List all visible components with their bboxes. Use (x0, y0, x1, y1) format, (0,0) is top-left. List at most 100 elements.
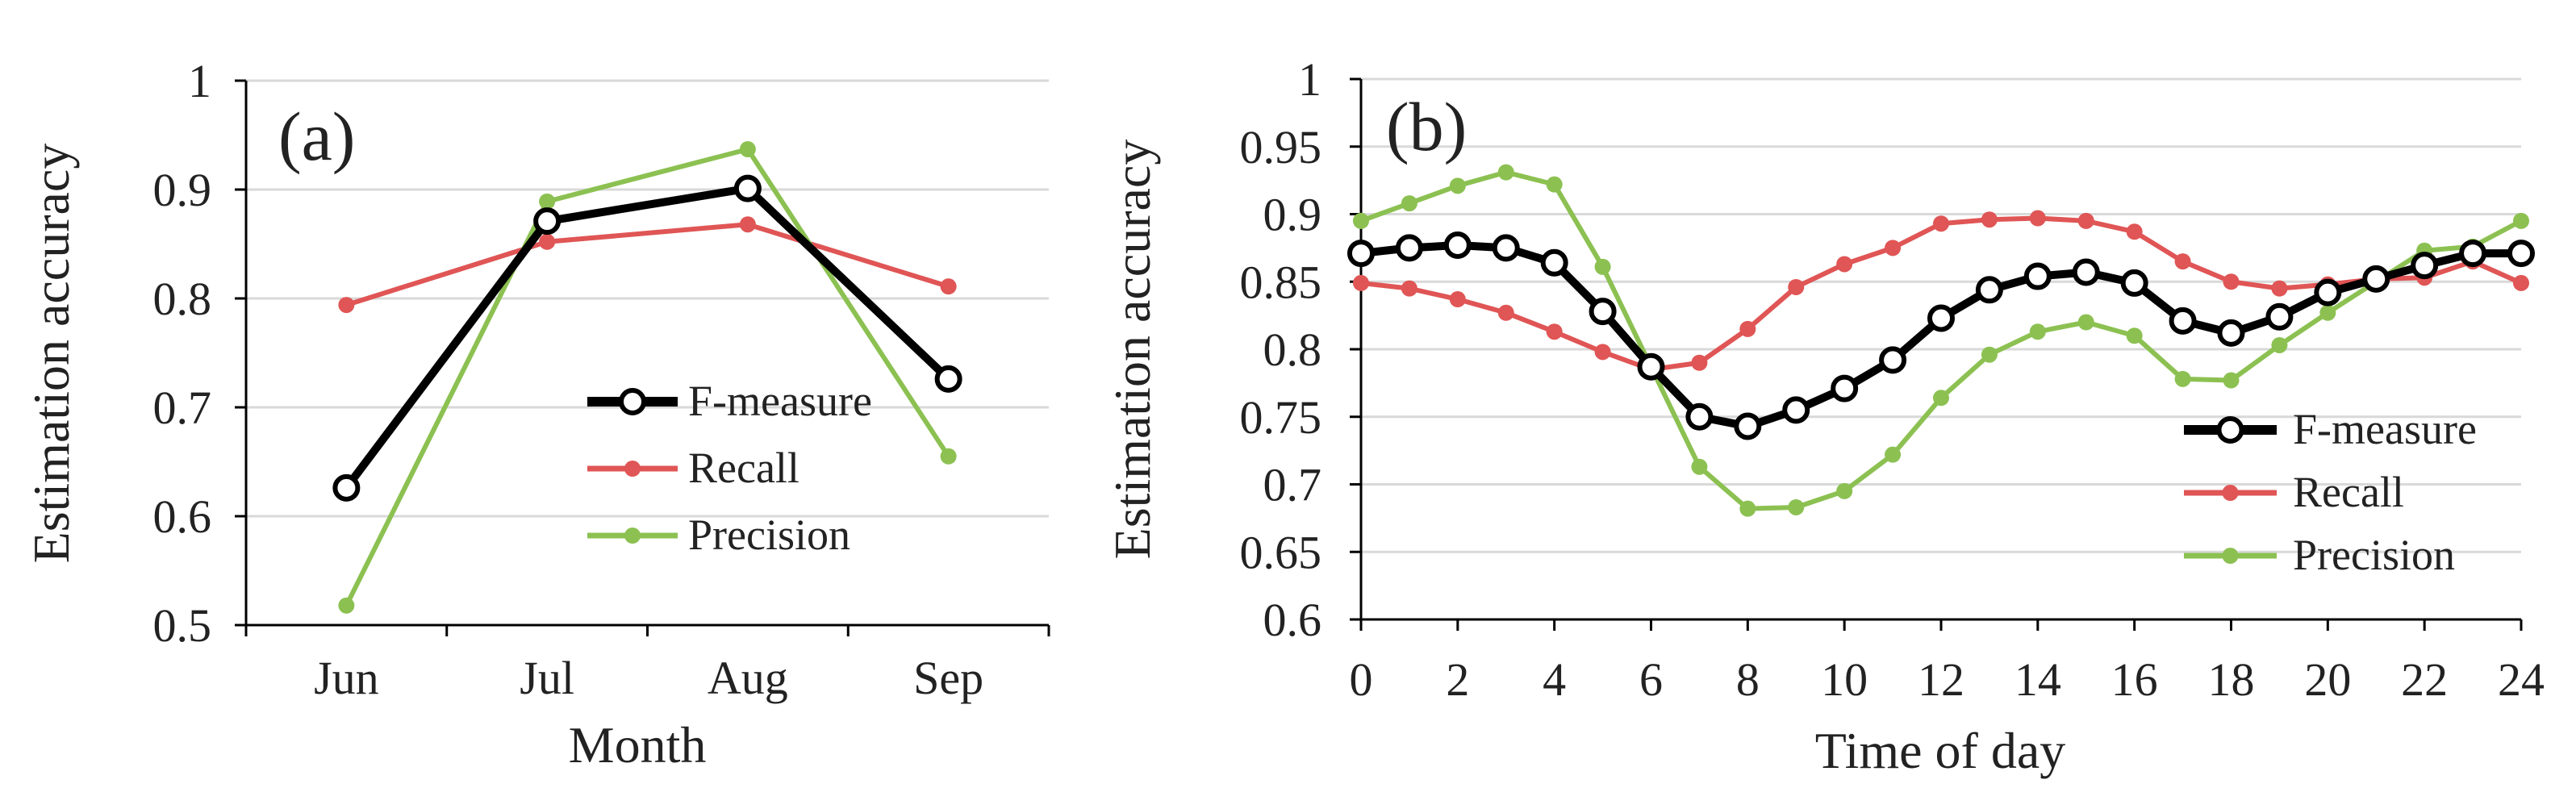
y-axis-label: Estimation accuracy (1104, 140, 1161, 560)
data-point (1981, 211, 1998, 228)
data-point (2023, 262, 2052, 290)
legend-item: Recall (2184, 468, 2404, 516)
x-tick-label: 12 (1918, 653, 1964, 706)
data-point (1353, 274, 1369, 291)
series-f-measure (332, 174, 962, 502)
legend-marker (624, 461, 641, 477)
data-point (2362, 265, 2390, 293)
y-tick-label: 0.75 (1240, 391, 1322, 444)
data-point (1492, 234, 1520, 262)
data-point (1788, 278, 1805, 295)
data-point (1589, 298, 1617, 326)
data-point (2271, 280, 2288, 297)
y-tick-label: 0.5 (153, 599, 212, 652)
data-point (1546, 323, 1563, 340)
x-tick-label: Jun (314, 652, 379, 704)
data-point (1788, 498, 1805, 515)
series-precision (338, 141, 957, 614)
data-point (1836, 256, 1853, 273)
legend-label: F-measure (2293, 405, 2477, 453)
legend-label: Recall (688, 444, 800, 492)
data-point (1449, 177, 1466, 194)
data-point (1594, 344, 1611, 361)
legend-label: Recall (2293, 468, 2404, 516)
data-point (940, 448, 957, 465)
x-tick-label: 4 (1543, 653, 1566, 706)
data-point (1637, 352, 1665, 381)
data-point (1885, 446, 1902, 463)
x-tick-label: 2 (1446, 653, 1469, 706)
x-tick-label: 14 (2014, 653, 2061, 706)
data-point (1782, 396, 1810, 424)
data-point (739, 141, 756, 158)
data-point (2217, 319, 2245, 347)
y-tick-label: 0.6 (1263, 594, 1322, 646)
data-point (2314, 278, 2342, 307)
data-point (1879, 346, 1907, 374)
data-point (1691, 354, 1708, 371)
y-tick-label: 1 (1298, 53, 1321, 106)
data-point (1981, 346, 1998, 363)
legend-item: Precision (587, 511, 850, 559)
data-point (2223, 372, 2240, 389)
data-point (332, 473, 361, 502)
legend-marker (2222, 485, 2239, 501)
data-point (2265, 302, 2294, 331)
series-f-measure (1347, 231, 2535, 440)
data-point (2459, 240, 2487, 268)
data-point (1933, 215, 1949, 232)
data-point (1449, 291, 1466, 308)
legend-marker (619, 388, 646, 415)
series-line (345, 222, 950, 307)
data-point (1395, 234, 1423, 262)
data-point (338, 297, 355, 314)
data-point (1739, 320, 1756, 337)
data-point (2126, 327, 2143, 344)
data-point (1739, 500, 1756, 517)
data-point (2174, 253, 2191, 270)
data-point (2029, 323, 2046, 340)
data-point (1933, 390, 1949, 407)
series-line (344, 147, 951, 607)
data-point (2120, 269, 2148, 297)
legend: F-measure Recall Precision (2184, 405, 2477, 579)
data-point (1347, 240, 1375, 268)
y-tick-label: 0.95 (1240, 121, 1322, 173)
series-recall (338, 216, 957, 314)
data-point (1885, 240, 1902, 256)
legend-marker (2222, 548, 2239, 564)
x-tick-label: Jul (520, 652, 574, 704)
data-point (2077, 212, 2094, 229)
data-point (1540, 248, 1568, 277)
legend: F-measure Recall Precision (587, 377, 872, 559)
panel-label: (b) (1386, 88, 1467, 165)
data-point (739, 216, 756, 233)
legend-item: F-measure (2184, 405, 2477, 453)
x-tick-label: 0 (1350, 653, 1373, 706)
data-point (2126, 223, 2143, 240)
y-tick-label: 0.9 (1263, 189, 1322, 241)
data-point (2513, 212, 2529, 229)
x-tick-label: 22 (2401, 653, 2448, 706)
y-tick-label: 1 (188, 55, 211, 107)
y-axis-label: Estimation accuracy (23, 144, 80, 564)
data-point (1401, 280, 1417, 297)
chart-panel-a: 0.5 0.6 0.7 0.8 0.9 1 Jun Jul Aug Sep Month Estimat… (23, 55, 1050, 774)
y-tick-label: 0.65 (1240, 526, 1322, 578)
data-point (2271, 336, 2288, 353)
data-point (2029, 210, 2046, 227)
data-point (338, 597, 355, 614)
x-tick-label: 18 (2208, 653, 2255, 706)
data-point (1443, 231, 1472, 260)
legend-marker (2216, 416, 2244, 444)
x-tick-label: 8 (1736, 653, 1760, 706)
y-tick-label: 0.7 (1263, 459, 1322, 511)
x-axis-label: Month (569, 716, 707, 774)
data-point (2169, 307, 2197, 335)
data-point (1691, 458, 1708, 475)
data-point (539, 193, 556, 210)
x-axis-label: Time of day (1815, 722, 2066, 779)
data-point (1401, 195, 1417, 212)
data-point (1353, 212, 1369, 229)
